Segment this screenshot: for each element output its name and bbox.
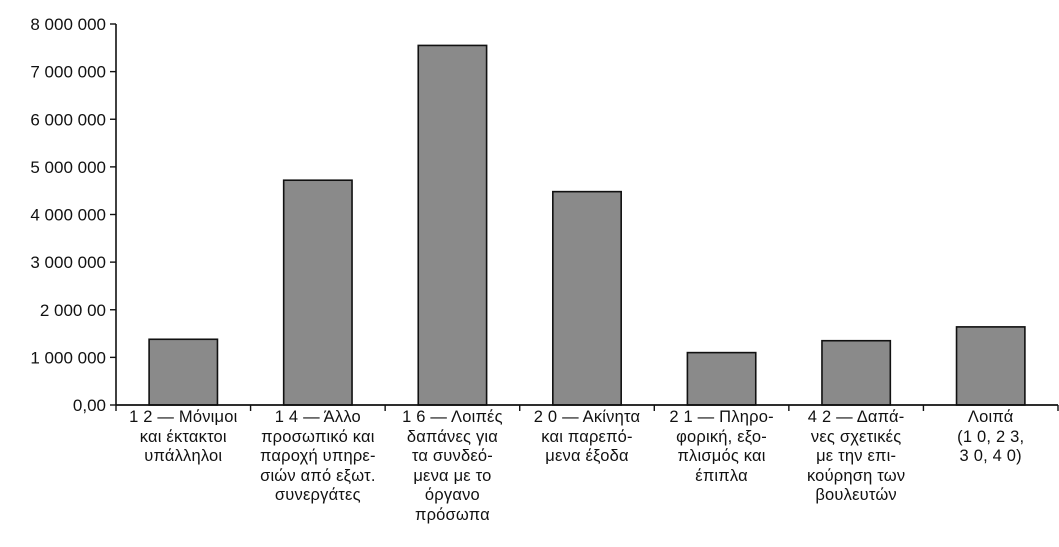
- x-category-label: 4 2 — Δαπά-νες σχετικές με την επι-κούρησ…: [785, 408, 928, 506]
- x-category-label-line: 1 4 — Άλλο: [274, 408, 361, 426]
- x-category-label: 1 6 — Λοιπές δαπάνες για τα συνδεό-μενα με…: [381, 408, 524, 525]
- bars: [148, 44, 1026, 406]
- x-category-label-line: έπιπλα: [695, 466, 748, 485]
- bar: [686, 351, 757, 406]
- x-category-label-line: μενα με το: [413, 466, 492, 485]
- bar: [552, 190, 622, 406]
- x-category-label-line: βουλευτών: [815, 486, 897, 504]
- x-category-label-line: συνεργάτες: [274, 486, 361, 504]
- x-category-label: 2 0 — Ακίνητα και παρεπό-μενα έξοδα: [516, 408, 659, 467]
- x-category-label-line: νες σχετικές: [810, 427, 902, 446]
- y-tick-label: 8 000 000: [30, 15, 106, 34]
- x-category-label-line: δαπάνες για: [406, 427, 499, 446]
- y-tick-label: 6 000 000: [30, 110, 106, 129]
- bar: [821, 339, 892, 406]
- x-category-label-line: κούρηση των: [806, 466, 906, 485]
- y-axis: 0,00 1 000 000 2 000 00 3 000 000 4 000 000 5…: [30, 15, 117, 415]
- y-tick-label: 7 000 000: [30, 63, 106, 82]
- bar: [955, 326, 1026, 406]
- x-category-label-line: σιών από εξωτ.: [260, 466, 376, 485]
- bar: [148, 338, 219, 406]
- x-category-label-line: προσωπικό και: [261, 427, 375, 446]
- x-category-label-line: (1 0, 2 3,: [957, 427, 1025, 446]
- x-category-label-line: 2 1 — Πληρο-: [669, 408, 774, 426]
- y-tick-label: 2 000 00: [40, 301, 106, 320]
- x-category-label-line: Λοιπά: [967, 408, 1014, 426]
- x-category-label-line: τα συνδεό-: [411, 447, 493, 465]
- bar: [417, 44, 488, 406]
- x-category-label-line: 2 0 — Ακίνητα: [533, 408, 641, 426]
- x-category-label-line: 1 6 — Λοιπές: [402, 408, 503, 426]
- x-category-label-line: 3 0, 4 0): [959, 447, 1022, 465]
- x-category-label-line: 4 2 — Δαπά-: [807, 408, 905, 426]
- x-axis: [115, 404, 1059, 411]
- x-category-label: Λοιπά (1 0, 2 3, 3 0, 4 0): [919, 408, 1059, 467]
- x-category-label-line: 1 2 — Μόνιμοι: [129, 408, 238, 426]
- x-category-label-line: με την επι-: [816, 447, 897, 465]
- y-tick-label: 3 000 000: [30, 253, 106, 272]
- y-tick-label: 4 000 000: [30, 206, 106, 225]
- x-category-label: 1 4 — Άλλο προσωπικό και παροχή υπηρε-σιών…: [247, 408, 390, 506]
- x-category-label-line: φορική, εξο-: [676, 427, 768, 446]
- x-category-label: 2 1 — Πληρο-φορική, εξο-πλισμός και έπιπλ…: [650, 408, 793, 486]
- y-tick-label: 1 000 000: [30, 348, 106, 367]
- x-category-label-line: μενα έξοδα: [545, 447, 629, 465]
- y-tick-label: 0,00: [73, 396, 106, 415]
- x-category-label-line: και παρεπό-: [541, 427, 633, 446]
- x-category-label-line: πρόσωπα: [414, 505, 490, 524]
- bar: [282, 179, 353, 406]
- x-category-label-line: όργανο: [424, 486, 480, 504]
- x-category-label-line: και έκτακτοι: [139, 427, 227, 446]
- x-category-label-line: πλισμός και: [677, 447, 766, 465]
- x-category-label-line: υπάλληλοι: [144, 447, 223, 465]
- x-category-label-line: παροχή υπηρε-: [260, 447, 376, 465]
- y-tick-label: 5 000 000: [30, 158, 106, 177]
- x-category-label: 1 2 — Μόνιμοι και έκτακτοι υπάλληλοι: [112, 408, 255, 467]
